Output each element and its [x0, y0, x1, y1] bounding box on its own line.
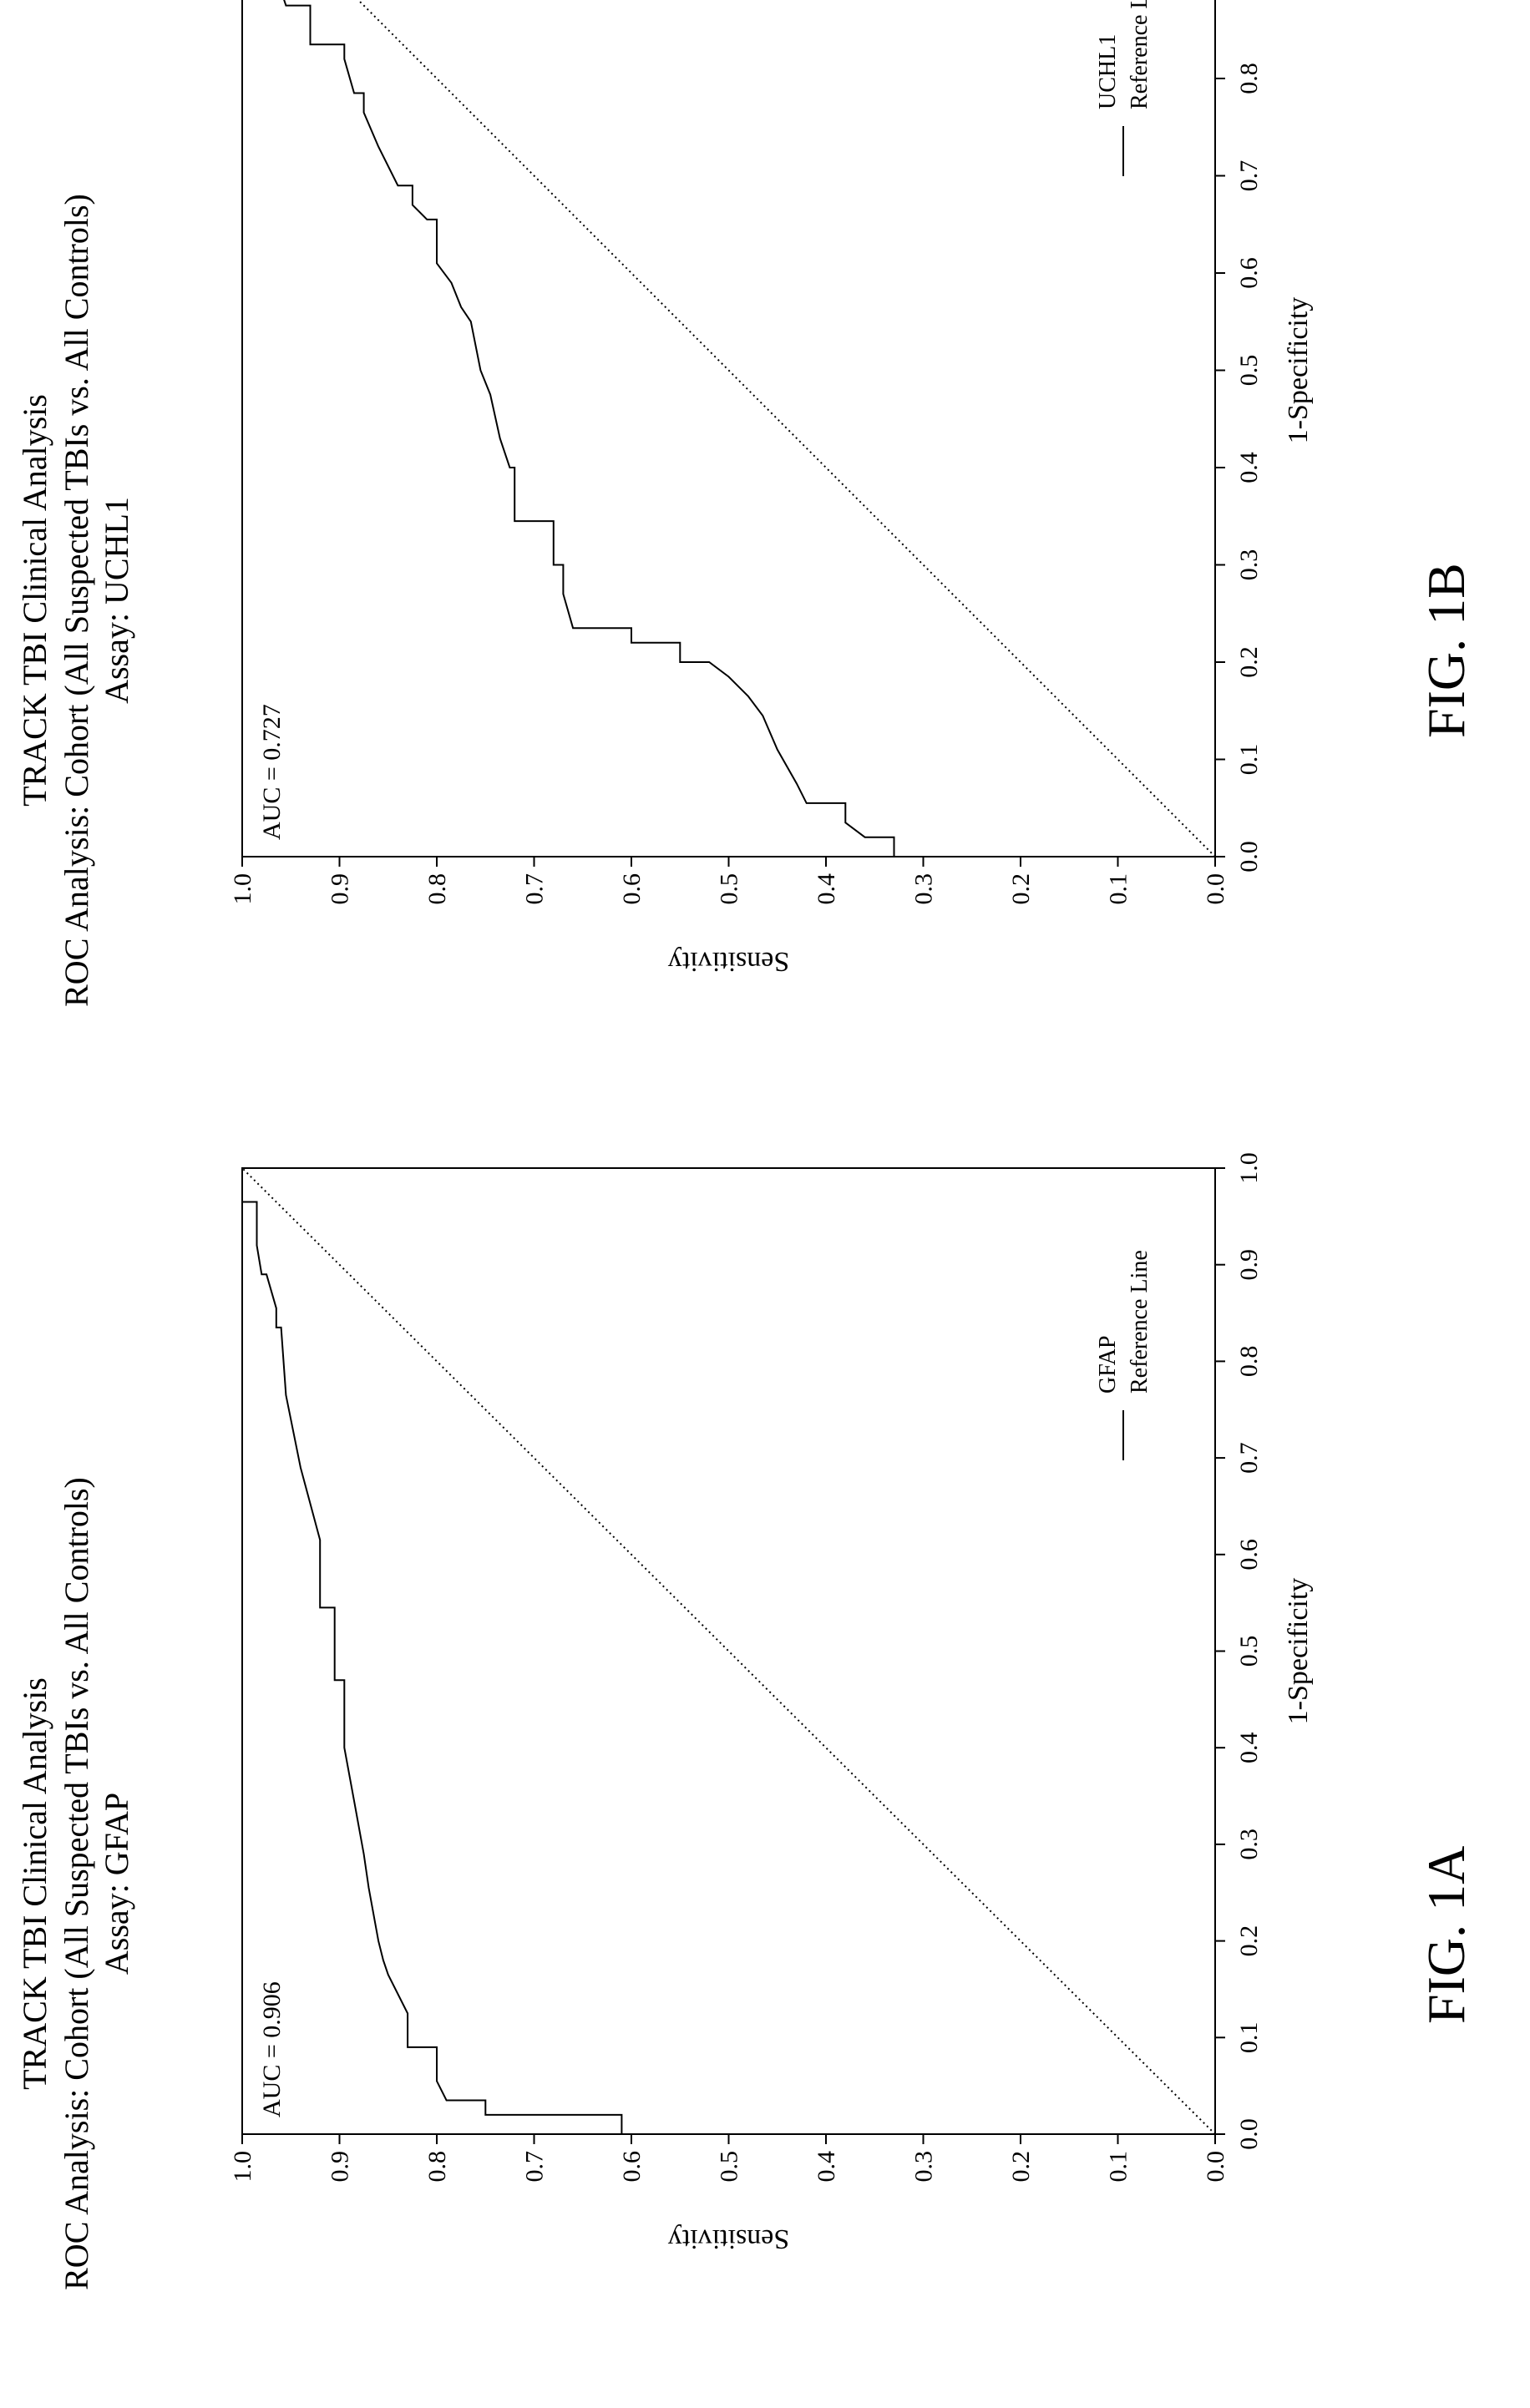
y-tick-label: 1.0 — [229, 873, 256, 905]
y-axis-label: Sensitivity — [668, 2223, 789, 2254]
x-tick-label: 0.6 — [1235, 1539, 1263, 1571]
y-tick-label: 0.8 — [423, 2151, 451, 2183]
y-tick-label: 0.2 — [1007, 873, 1035, 905]
plot-frame — [241, 0, 1216, 857]
y-tick-label: 0.6 — [618, 2151, 646, 2183]
y-tick-label: 0.1 — [1105, 873, 1132, 905]
x-tick-label: 0.0 — [1235, 841, 1263, 873]
chart-title: TRACK TBI Clinical Analysis — [16, 1677, 53, 2090]
x-tick-label: 1.0 — [1235, 1152, 1263, 1184]
roc-curve — [241, 1168, 943, 2135]
x-tick-label: 0.3 — [1235, 549, 1263, 581]
x-tick-label: 0.4 — [1235, 1732, 1263, 1763]
y-tick-label: 0.7 — [521, 873, 549, 905]
x-tick-label: 0.5 — [1235, 1636, 1263, 1667]
y-tick-label: 0.2 — [1007, 2151, 1035, 2183]
y-tick-label: 0.4 — [813, 873, 840, 905]
x-tick-label: 0.9 — [1235, 1249, 1263, 1281]
y-axis-label: Sensitivity — [668, 946, 789, 977]
x-tick-label: 0.8 — [1235, 1346, 1263, 1378]
x-tick-label: 0.6 — [1235, 257, 1263, 289]
legend-entry: Reference Line — [1127, 1250, 1153, 1394]
x-tick-label: 0.4 — [1235, 452, 1263, 483]
y-tick-label: 1.0 — [229, 2151, 256, 2183]
y-tick-label: 0.0 — [1202, 2151, 1229, 2183]
y-tick-label: 0.5 — [716, 873, 743, 905]
x-tick-label: 0.7 — [1235, 1442, 1263, 1474]
y-tick-label: 0.7 — [521, 2151, 549, 2183]
y-tick-label: 0.4 — [813, 2151, 840, 2183]
x-tick-label: 0.1 — [1235, 744, 1263, 776]
chart-title: TRACK TBI Clinical Analysis — [16, 394, 53, 807]
x-tick-label: 0.3 — [1235, 1829, 1263, 1860]
x-tick-label: 0.2 — [1235, 646, 1263, 678]
chart-subtitle: ROC Analysis: Cohort (All Suspected TBIs… — [58, 1477, 95, 2290]
y-tick-label: 0.3 — [910, 873, 938, 905]
x-tick-label: 0.5 — [1235, 355, 1263, 387]
y-tick-label: 0.9 — [327, 873, 354, 905]
auc-annotation: AUC = 0.727 — [258, 704, 286, 840]
chart-subtitle: ROC Analysis: Cohort (All Suspected TBIs… — [58, 194, 95, 1007]
y-tick-label: 0.8 — [423, 873, 451, 905]
y-tick-label: 0.9 — [327, 2151, 354, 2183]
y-tick-label: 0.1 — [1105, 2151, 1132, 2183]
auc-annotation: AUC = 0.906 — [258, 1981, 286, 2117]
x-tick-label: 0.0 — [1235, 2118, 1263, 2150]
legend-entry: Reference Line — [1127, 0, 1153, 109]
chart-subtitle: Assay: GFAP — [98, 1793, 135, 1975]
reference-line — [241, 1167, 1216, 2135]
reference-line — [241, 0, 1216, 857]
x-axis-label: 1-Specificity — [1283, 297, 1314, 444]
x-tick-label: 0.7 — [1235, 160, 1263, 192]
legend-entry: UCHL1 — [1095, 34, 1121, 109]
chart-subtitle: Assay: UCHL1 — [98, 497, 135, 704]
x-tick-label: 0.1 — [1235, 2022, 1263, 2054]
legend-entry: GFAP — [1095, 1335, 1121, 1394]
y-tick-label: 0.3 — [910, 2151, 938, 2183]
y-tick-label: 0.5 — [716, 2151, 743, 2183]
x-tick-label: 0.8 — [1235, 63, 1263, 94]
x-axis-label: 1-Specificity — [1283, 1578, 1314, 1725]
figure-label: FIG. 1B — [1416, 563, 1476, 738]
x-tick-label: 0.2 — [1235, 1925, 1263, 1957]
y-tick-label: 0.6 — [618, 873, 646, 905]
y-tick-label: 0.0 — [1202, 873, 1229, 905]
roc-curve — [241, 0, 924, 857]
